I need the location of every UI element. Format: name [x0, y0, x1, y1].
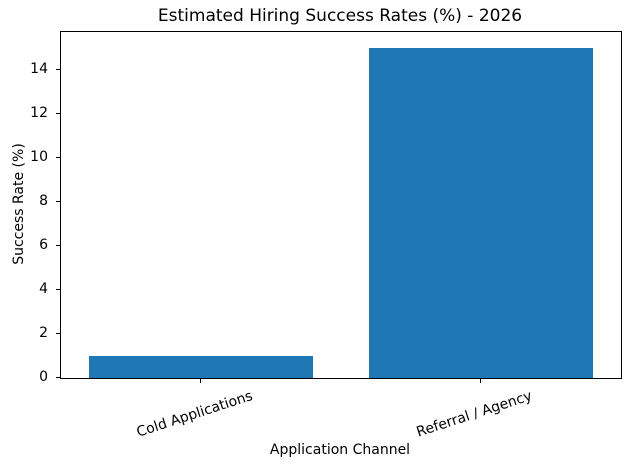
y-tick-mark-5	[56, 156, 60, 158]
y-tick-mark-1	[56, 332, 60, 334]
x-tick-label-0: Cold Applications	[134, 388, 255, 441]
x-tick-mark-1	[480, 379, 481, 383]
y-tick-mark-4	[56, 200, 60, 202]
y-tick-label-5: 10	[30, 149, 48, 166]
plot-area	[60, 31, 622, 379]
y-axis-label: Success Rate (%)	[11, 143, 27, 265]
bar-0	[89, 356, 313, 378]
x-tick-label-1: Referral / Agency	[415, 388, 535, 441]
x-axis-label: Application Channel	[269, 442, 411, 458]
chart-title: Estimated Hiring Success Rates (%) - 202…	[157, 6, 523, 26]
y-tick-mark-6	[56, 112, 60, 114]
y-tick-mark-0	[56, 376, 60, 378]
y-tick-mark-3	[56, 244, 60, 246]
y-tick-label-7: 14	[30, 61, 48, 78]
y-tick-mark-7	[56, 68, 60, 70]
y-tick-label-3: 6	[39, 237, 48, 254]
y-tick-label-6: 12	[30, 105, 48, 122]
y-tick-mark-2	[56, 288, 60, 290]
y-tick-label-1: 2	[39, 325, 48, 342]
x-tick-mark-0	[200, 379, 201, 383]
bar-1	[369, 48, 593, 378]
y-tick-label-2: 4	[39, 281, 48, 298]
y-tick-label-0: 0	[39, 369, 48, 385]
y-tick-label-4: 8	[39, 193, 48, 210]
